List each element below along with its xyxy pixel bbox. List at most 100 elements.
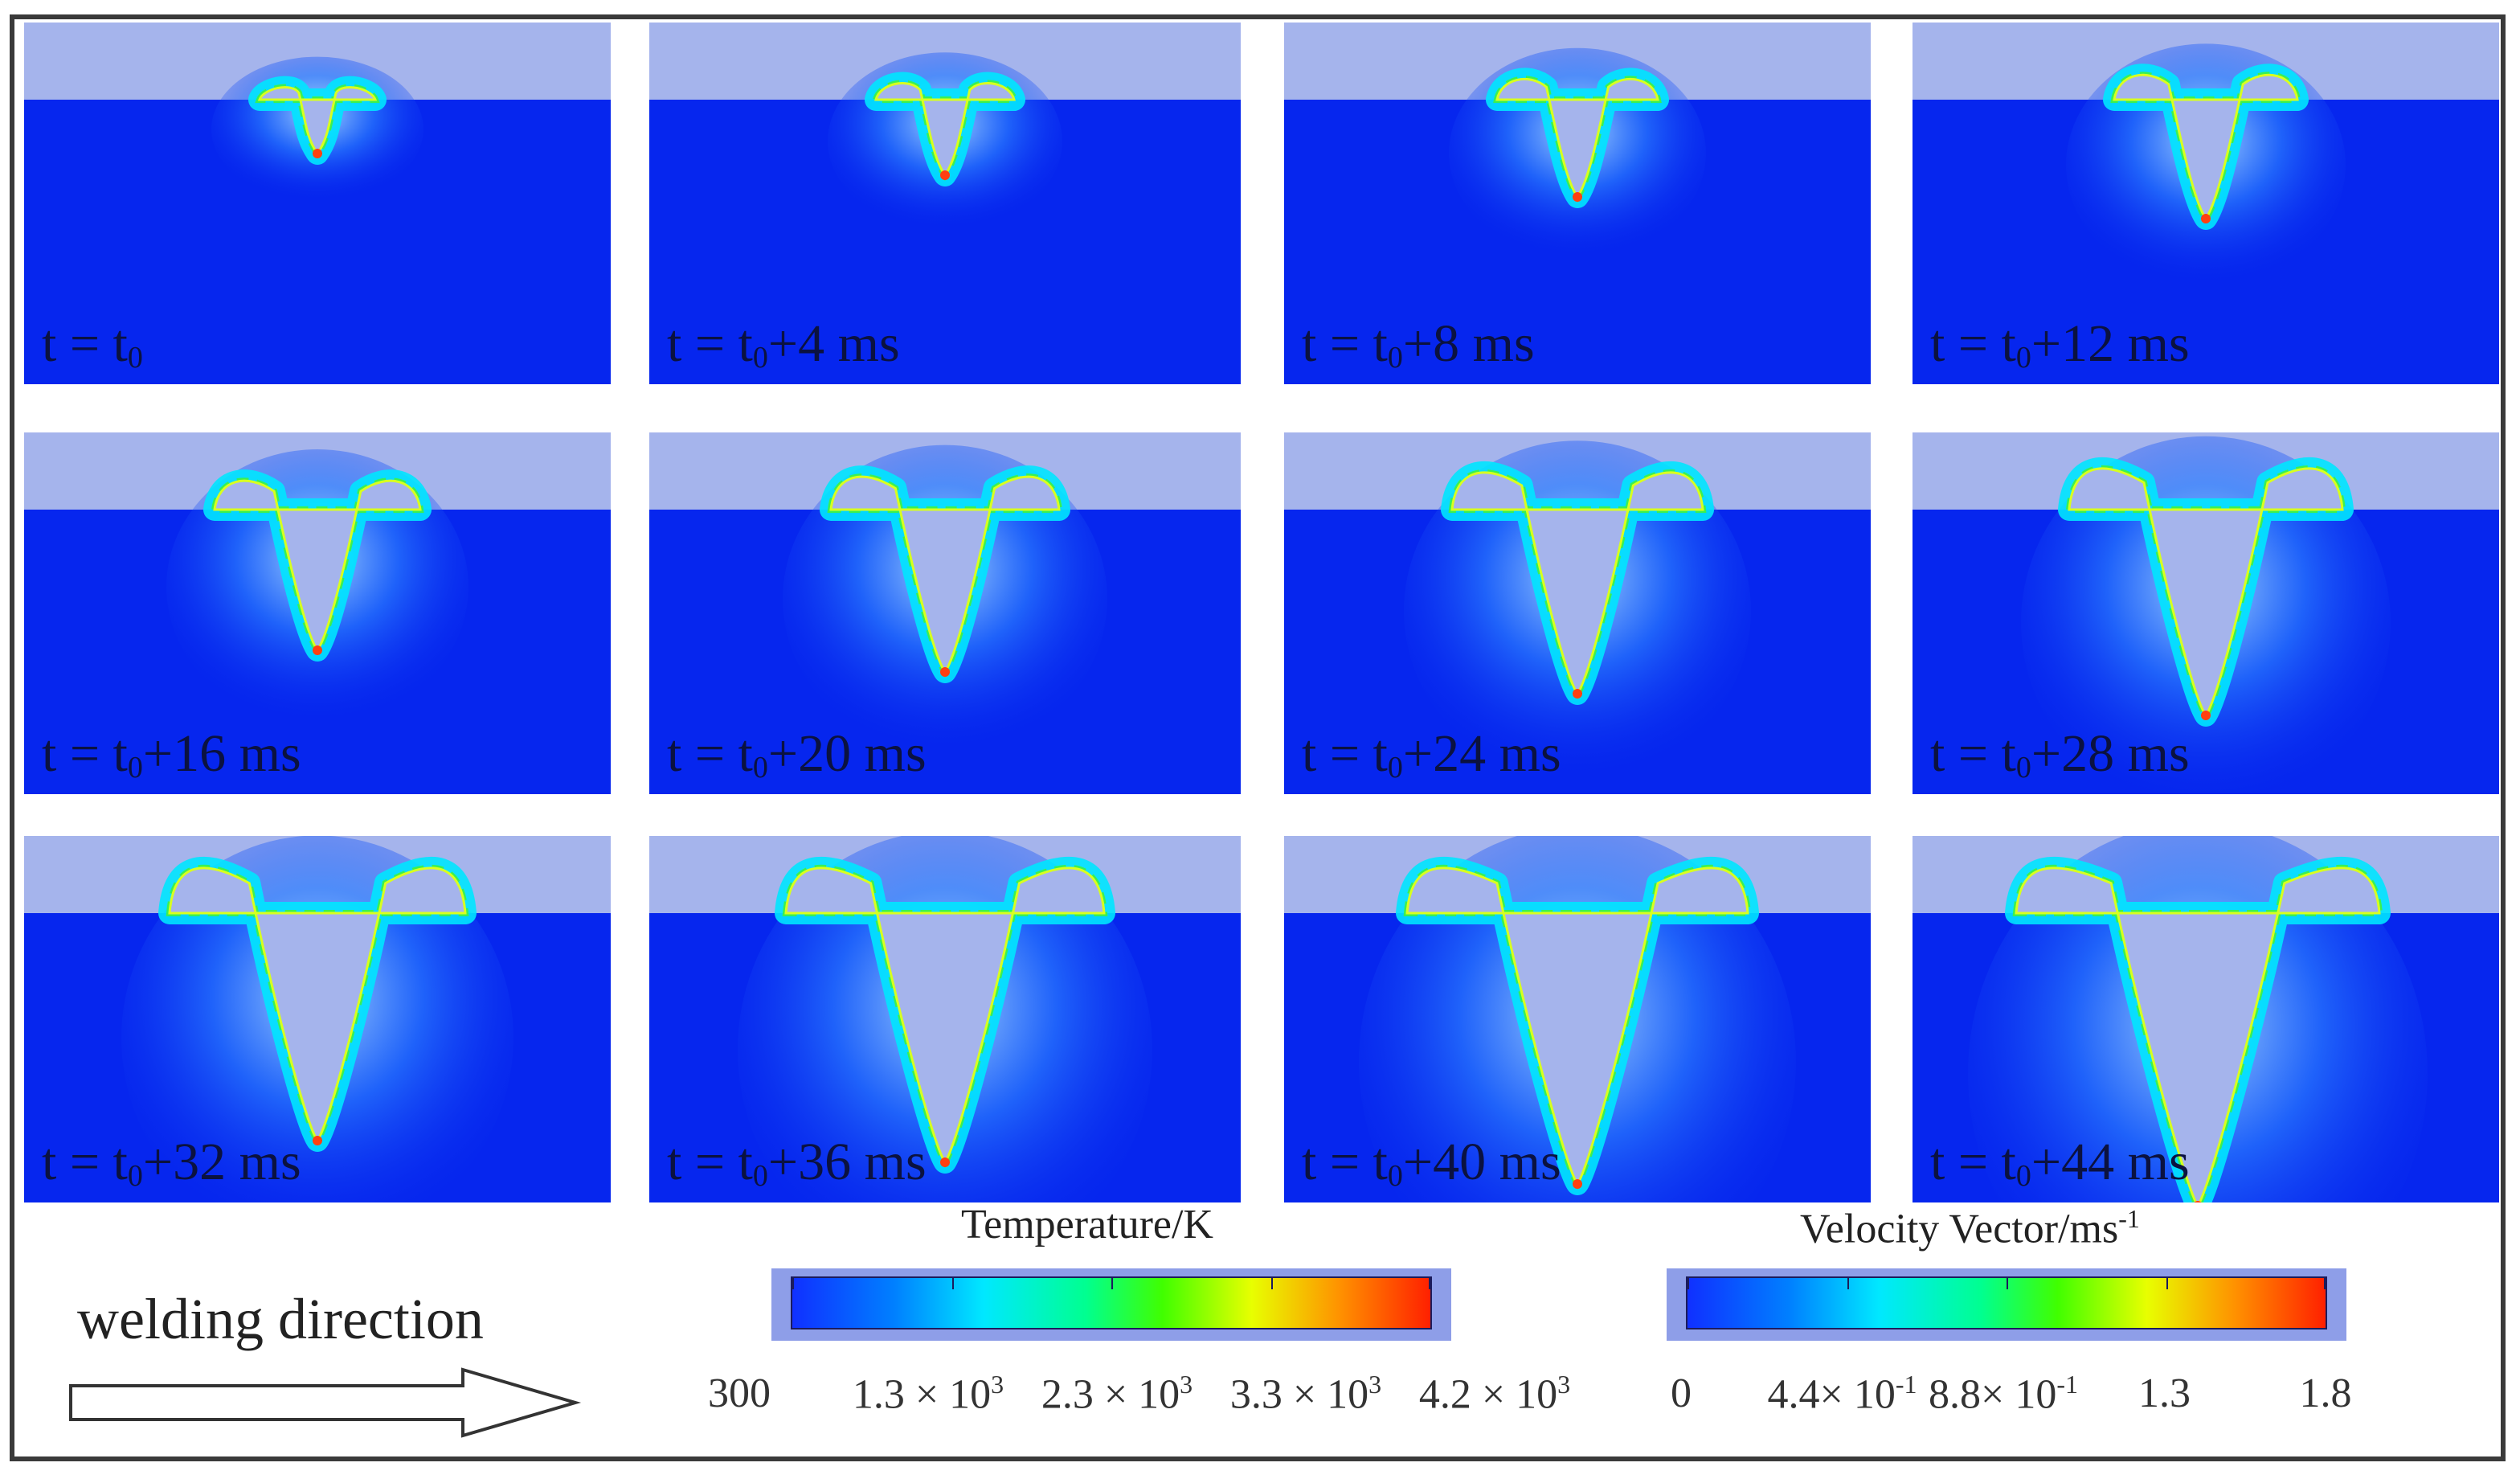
time-label-symbol: t = t	[1302, 724, 1388, 783]
time-label: t = t0+20 ms	[667, 724, 927, 784]
time-label-offset: +16 ms	[142, 724, 301, 783]
keyhole-tip	[1573, 689, 1582, 699]
time-label: t = t0+44 ms	[1930, 1133, 2190, 1193]
temperature-tick	[1111, 1278, 1113, 1289]
velocity-colorbar-frame	[1667, 1268, 2346, 1341]
time-label-symbol: t = t	[667, 724, 753, 783]
time-label-symbol: t = t	[1930, 1133, 2016, 1191]
velocity-tick	[1847, 1278, 1849, 1289]
time-label-subscript: 0	[1387, 751, 1403, 785]
time-label-symbol: t = t	[667, 314, 753, 373]
keyhole-diagram	[1284, 432, 1871, 781]
temperature-tick-label: 1.3 × 103	[852, 1370, 1004, 1418]
simulation-panel: t = t0+4 ms	[649, 23, 1241, 384]
time-label: t = t0+24 ms	[1302, 724, 1561, 785]
simulation-panel: t = t0+36 ms	[649, 836, 1241, 1202]
welding-direction-label: welding direction	[77, 1287, 484, 1351]
velocity-tick	[1688, 1278, 1689, 1289]
temperature-legend-title: Temperature/K	[961, 1202, 1213, 1248]
keyhole-diagram	[649, 836, 1241, 1202]
time-label-offset: +32 ms	[142, 1133, 301, 1191]
time-label: t = t0+36 ms	[667, 1133, 927, 1193]
time-label-offset: +12 ms	[2031, 314, 2190, 373]
keyhole-tip	[2201, 214, 2211, 223]
velocity-tick-label: 1.8	[2299, 1370, 2352, 1416]
temperature-colorbar	[791, 1276, 1432, 1329]
simulation-panel: t = t0+12 ms	[1912, 23, 2499, 384]
simulation-panel: t = t0+20 ms	[649, 432, 1241, 794]
time-label-symbol: t = t	[42, 724, 128, 783]
keyhole-tip	[940, 170, 950, 180]
velocity-tick-label: 0	[1671, 1370, 1692, 1416]
time-label-offset: +8 ms	[1402, 314, 1535, 373]
time-label-symbol: t = t	[1930, 314, 2016, 373]
keyhole-tip	[313, 1136, 322, 1145]
keyhole-diagram	[1912, 432, 2499, 794]
simulation-panel: t = t0	[24, 23, 611, 384]
temperature-tick	[1429, 1278, 1430, 1289]
keyhole-diagram	[649, 432, 1241, 753]
time-label-offset: +4 ms	[767, 314, 900, 373]
time-label-symbol: t = t	[1930, 724, 2016, 783]
time-label-offset: +40 ms	[1402, 1133, 1561, 1191]
time-label: t = t0+12 ms	[1930, 318, 2190, 375]
velocity-tick	[2007, 1278, 2008, 1289]
arrow-right-icon	[69, 1367, 582, 1438]
keyhole-diagram	[24, 836, 611, 1202]
keyhole-tip	[940, 1157, 950, 1167]
velocity-colorbar	[1686, 1276, 2327, 1329]
velocity-tick-label: 4.4× 10-1	[1767, 1370, 1917, 1418]
keyhole-diagram	[1912, 23, 2499, 287]
keyhole-diagram	[649, 23, 1241, 231]
temperature-tick-label: 3.3 × 103	[1229, 1370, 1382, 1418]
keyhole-diagram	[1912, 836, 2499, 1202]
time-label-subscript: 0	[2015, 751, 2031, 785]
time-label-subscript: 0	[127, 1159, 143, 1193]
simulation-panel: t = t0+28 ms	[1912, 432, 2499, 794]
time-label-offset: +20 ms	[767, 724, 927, 783]
time-label-subscript: 0	[1387, 1159, 1403, 1193]
keyhole-tip	[313, 645, 322, 655]
simulation-panel: t = t0+24 ms	[1284, 432, 1871, 794]
temperature-tick	[951, 1278, 954, 1289]
temperature-tick-label: 300	[708, 1370, 771, 1416]
time-label-subscript: 0	[127, 751, 143, 785]
keyhole-tip	[2194, 1201, 2202, 1202]
keyhole-diagram	[24, 432, 611, 725]
time-label: t = t0	[42, 318, 143, 375]
time-label-subscript: 0	[2015, 1159, 2031, 1193]
simulation-panel: t = t0+40 ms	[1284, 836, 1871, 1202]
time-label-subscript: 0	[127, 341, 143, 375]
time-label-offset: +44 ms	[2031, 1133, 2190, 1191]
time-label: t = t0+8 ms	[1302, 318, 1535, 374]
velocity-legend-title-text: Velocity Vector/ms	[1800, 1206, 2119, 1252]
temperature-tick	[792, 1278, 794, 1289]
time-label-offset: +24 ms	[1402, 724, 1561, 783]
temperature-tick	[1270, 1278, 1273, 1289]
temperature-colorbar-frame	[771, 1268, 1451, 1341]
time-label-symbol: t = t	[1302, 314, 1388, 373]
simulation-panel: t = t0+32 ms	[24, 836, 611, 1202]
keyhole-tip	[1573, 192, 1582, 202]
time-label: t = t0+28 ms	[1930, 724, 2190, 785]
time-label-symbol: t = t	[42, 314, 128, 373]
temperature-tick-label: 4.2 × 103	[1418, 1370, 1571, 1418]
time-label: t = t0+40 ms	[1302, 1133, 1561, 1193]
simulation-panel: t = t0+16 ms	[24, 432, 611, 794]
keyhole-diagram	[1284, 23, 1871, 259]
keyhole-tip	[1573, 1179, 1582, 1189]
velocity-tick	[2324, 1278, 2326, 1289]
time-label-symbol: t = t	[1302, 1133, 1388, 1191]
keyhole-tip	[940, 667, 950, 677]
velocity-legend-title-exp: -1	[2118, 1204, 2140, 1233]
velocity-tick	[2166, 1278, 2168, 1289]
time-label-symbol: t = t	[42, 1133, 128, 1191]
temperature-tick-label: 2.3 × 103	[1041, 1370, 1193, 1418]
time-label-subscript: 0	[2015, 341, 2031, 375]
time-label: t = t0+32 ms	[42, 1133, 301, 1193]
time-label-offset: +36 ms	[767, 1133, 927, 1191]
time-label-subscript: 0	[752, 1159, 768, 1193]
simulation-panel: t = t0+44 ms	[1912, 836, 2499, 1202]
velocity-tick-label: 8.8× 10-1	[1929, 1370, 2078, 1418]
